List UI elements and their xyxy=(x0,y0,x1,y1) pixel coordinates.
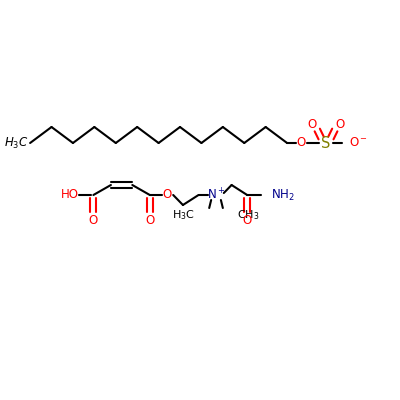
Text: $H_3C$: $H_3C$ xyxy=(4,136,28,150)
Text: O: O xyxy=(242,214,252,226)
Text: O: O xyxy=(335,118,344,132)
Text: N$^+$: N$^+$ xyxy=(207,187,225,203)
Text: O: O xyxy=(308,118,317,132)
Text: O: O xyxy=(163,188,172,202)
Text: HO: HO xyxy=(61,188,79,202)
Text: S: S xyxy=(321,136,331,150)
Text: H$_3$C: H$_3$C xyxy=(172,208,195,222)
Text: O: O xyxy=(296,136,305,150)
Text: O: O xyxy=(89,214,98,226)
Text: NH$_2$: NH$_2$ xyxy=(270,188,294,202)
Text: O: O xyxy=(145,214,154,226)
Text: O$^-$: O$^-$ xyxy=(349,136,368,150)
Text: CH$_3$: CH$_3$ xyxy=(238,208,260,222)
